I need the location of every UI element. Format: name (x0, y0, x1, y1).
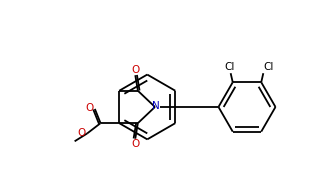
Text: Cl: Cl (224, 62, 235, 73)
Text: N: N (152, 102, 159, 111)
Text: O: O (131, 139, 139, 149)
Text: O: O (85, 103, 93, 113)
Text: Cl: Cl (264, 62, 274, 73)
Text: O: O (78, 128, 86, 138)
Text: O: O (131, 65, 139, 75)
